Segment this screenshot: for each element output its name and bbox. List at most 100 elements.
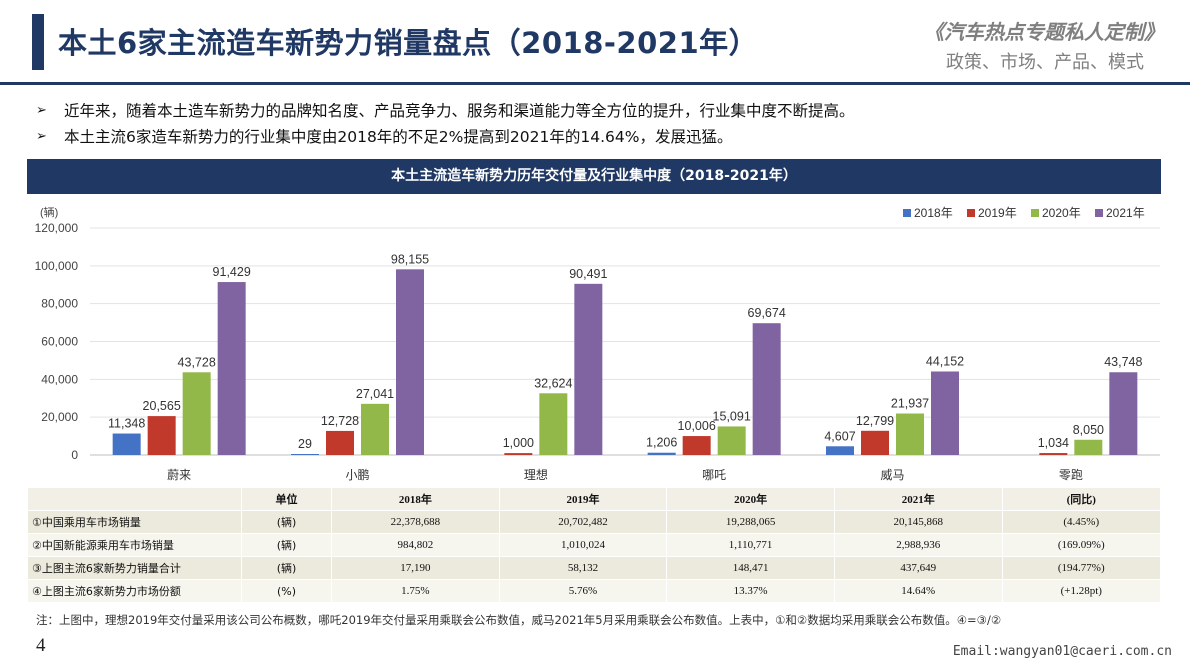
table-cell: 20,702,482 xyxy=(498,510,668,534)
data-label: 4,607 xyxy=(824,429,855,443)
table-cell: (+1.28pt) xyxy=(1001,579,1161,603)
bar xyxy=(1074,439,1103,455)
bar xyxy=(574,283,603,455)
bar xyxy=(1039,453,1068,455)
table-header-row: 单位 2018年 2019年 2020年 2021年 (同比) xyxy=(27,487,1161,511)
header-divider xyxy=(0,82,1190,85)
table-header-cell: 单位 xyxy=(241,487,332,511)
table-header-cell: 2021年 xyxy=(833,487,1003,511)
bar xyxy=(217,282,246,455)
bar xyxy=(931,371,959,455)
table-cell: 19,288,065 xyxy=(666,510,835,534)
legend-swatch xyxy=(1095,209,1103,217)
page-title: 本土6家主流造车新势力销量盘点（2018-2021年） xyxy=(58,26,759,60)
table-cell: 58,132 xyxy=(498,556,668,580)
table-header-cell xyxy=(27,487,242,511)
table-cell: 1.75% xyxy=(331,579,500,603)
data-label: 11,348 xyxy=(108,417,145,431)
table-cell: 14.64% xyxy=(833,579,1003,603)
title-accent-bar xyxy=(32,14,44,70)
data-label: 15,091 xyxy=(713,409,751,423)
table-cell: 984,802 xyxy=(331,533,500,557)
table-header-cell: 2018年 xyxy=(331,487,500,511)
table-cell: 437,649 xyxy=(833,556,1003,580)
data-label: 1,034 xyxy=(1038,436,1069,450)
bar xyxy=(112,433,141,455)
x-tick-label: 哪吒 xyxy=(702,468,726,482)
table-cell: ④上图主流6家新势力市场份额 xyxy=(27,579,242,603)
x-tick-label: 威马 xyxy=(880,468,904,482)
y-tick-label: 60,000 xyxy=(41,335,78,349)
brand-title: 《汽车热点专题私人定制》 xyxy=(924,20,1164,44)
data-label: 43,748 xyxy=(1104,355,1142,369)
table-cell: (%) xyxy=(241,579,332,603)
bullet-text: 本土主流6家造车新势力的行业集中度由2018年的不足2%提高到2021年的14.… xyxy=(64,128,733,146)
table-cell: 22,378,688 xyxy=(331,510,500,534)
x-tick-label: 理想 xyxy=(524,467,548,482)
data-label: 12,728 xyxy=(321,414,359,428)
bar xyxy=(826,446,854,455)
table-cell: ③上图主流6家新势力销量合计 xyxy=(27,556,242,580)
contact-email[interactable]: Email:wangyan01@caeri.com.cn xyxy=(952,644,1172,659)
table-cell: (辆) xyxy=(241,556,332,580)
bullet-list: ➢ 近年来，随着本土造车新势力的品牌知名度、产品竞争力、服务和渠道能力等全方位的… xyxy=(36,98,855,150)
bar xyxy=(147,416,176,455)
table-cell: (194.77%) xyxy=(1001,556,1161,580)
chart-banner-title: 本土主流造车新势力历年交付量及行业集中度（2018-2021年） xyxy=(27,159,1161,194)
data-label: 12,799 xyxy=(856,414,894,428)
data-label: 27,041 xyxy=(356,387,394,401)
data-label: 29 xyxy=(298,437,312,451)
legend-swatch xyxy=(1031,209,1039,217)
table-cell: 148,471 xyxy=(666,556,835,580)
legend-label: 2021年 xyxy=(1106,206,1145,220)
table-header-cell: 2020年 xyxy=(666,487,835,511)
bar xyxy=(539,393,568,455)
footnote: 注：上图中，理想2019年交付量采用该公司公布概数，哪吒2019年交付量采用乘联… xyxy=(36,613,1002,627)
table-cell: 2,988,936 xyxy=(833,533,1003,557)
data-label: 10,006 xyxy=(678,419,716,433)
legend-swatch xyxy=(903,209,911,217)
y-tick-label: 80,000 xyxy=(41,297,78,311)
bullet-text: 近年来，随着本土造车新势力的品牌知名度、产品竞争力、服务和渠道能力等全方位的提升… xyxy=(64,102,855,120)
y-tick-label: 120,000 xyxy=(35,221,79,235)
bar xyxy=(326,430,354,455)
table-cell: ②中国新能源乘用车市场销量 xyxy=(27,533,242,557)
table-row: ②中国新能源乘用车市场销量 (辆) 984,802 1,010,024 1,11… xyxy=(27,533,1161,557)
bar xyxy=(896,413,924,455)
table-cell: 5.76% xyxy=(498,579,668,603)
table-cell: 20,145,868 xyxy=(833,510,1003,534)
table-row: ①中国乘用车市场销量 (辆) 22,378,688 20,702,482 19,… xyxy=(27,510,1161,534)
table-cell: (辆) xyxy=(241,533,332,557)
page-number: 4 xyxy=(36,635,46,656)
arrow-bullet-icon: ➢ xyxy=(36,129,47,144)
brand-subtitle: 政策、市场、产品、模式 xyxy=(946,52,1144,73)
data-label: 69,674 xyxy=(748,306,786,320)
bar xyxy=(861,430,889,455)
table-header-cell: (同比) xyxy=(1001,487,1161,511)
bar xyxy=(647,452,676,455)
bar xyxy=(396,269,424,455)
table-cell: (169.09%) xyxy=(1001,533,1161,557)
y-tick-label: 40,000 xyxy=(41,372,78,386)
table-cell: 1,010,024 xyxy=(498,533,668,557)
table-row: ④上图主流6家新势力市场份额 (%) 1.75% 5.76% 13.37% 14… xyxy=(27,579,1161,603)
bullet-item: ➢ 本土主流6家造车新势力的行业集中度由2018年的不足2%提高到2021年的1… xyxy=(36,124,855,150)
legend-label: 2019年 xyxy=(978,206,1017,220)
y-tick-label: 20,000 xyxy=(41,410,78,424)
data-label: 20,565 xyxy=(143,399,181,413)
data-label: 21,937 xyxy=(891,397,929,411)
table-cell: (辆) xyxy=(241,510,332,534)
table-row: ③上图主流6家新势力销量合计 (辆) 17,190 58,132 148,471… xyxy=(27,556,1161,580)
bar xyxy=(504,453,533,455)
bar xyxy=(752,323,781,455)
y-tick-label: 0 xyxy=(71,448,78,462)
sales-table: 单位 2018年 2019年 2020年 2021年 (同比) ①中国乘用车市场… xyxy=(27,487,1161,603)
legend-swatch xyxy=(967,209,975,217)
table-cell: ①中国乘用车市场销量 xyxy=(27,510,242,534)
table-header-cell: 2019年 xyxy=(498,487,668,511)
data-label: 43,728 xyxy=(178,355,216,369)
data-label: 8,050 xyxy=(1073,423,1104,437)
y-tick-label: 100,000 xyxy=(35,259,79,273)
bar xyxy=(1109,372,1138,455)
legend-label: 2018年 xyxy=(914,206,953,220)
